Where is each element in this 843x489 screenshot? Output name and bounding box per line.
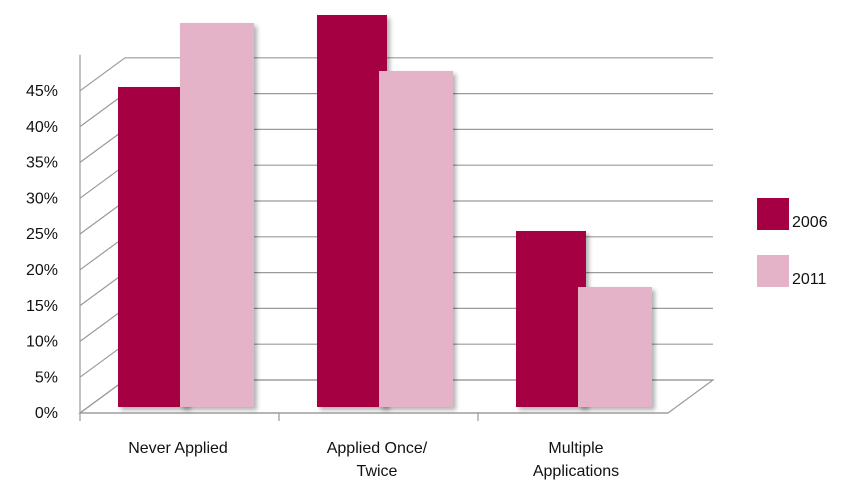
bar — [516, 231, 586, 407]
x-tick-label: Never Applied — [128, 440, 228, 457]
x-tick-label: Multiple Applications — [533, 440, 619, 480]
x-tick-label: Applied Once/Twice — [327, 440, 428, 480]
y-tick-label: 10% — [26, 334, 58, 351]
y-tick-label: 40% — [26, 119, 58, 136]
bar — [317, 15, 387, 407]
y-tick-label: 45% — [26, 83, 58, 100]
legend-label: 2011 — [792, 271, 827, 288]
grid-line — [79, 57, 713, 92]
y-tick-label: 5% — [35, 369, 58, 386]
y-tick-label: 20% — [26, 262, 58, 279]
bar — [578, 287, 652, 407]
legend-label: 2006 — [792, 214, 828, 231]
bar — [180, 23, 254, 407]
bar — [118, 87, 188, 407]
y-tick-label: 35% — [26, 155, 58, 172]
legend-swatch — [757, 255, 789, 287]
y-tick-label: 15% — [26, 298, 58, 315]
y-tick-label: 30% — [26, 190, 58, 207]
y-tick-label: 0% — [35, 405, 58, 422]
bar — [379, 71, 453, 407]
legend-swatch — [757, 198, 789, 230]
y-tick-label: 25% — [26, 226, 58, 243]
